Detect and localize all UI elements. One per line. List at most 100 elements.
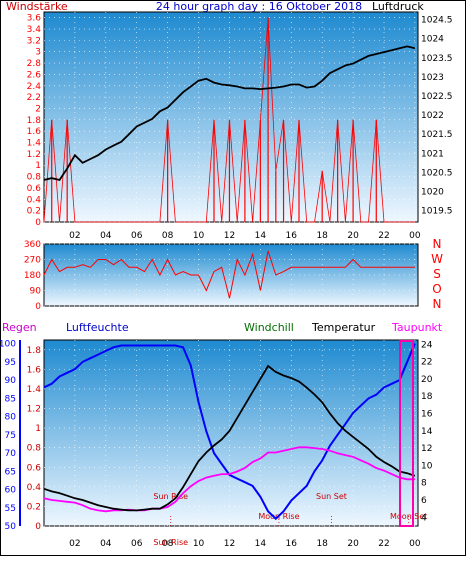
pressure-title: Luftdruck bbox=[372, 0, 424, 13]
temperature-line bbox=[43, 364, 416, 512]
temperature-tick-label: 18 bbox=[421, 392, 433, 402]
sunrise-bottom-label: Sun Rise bbox=[153, 538, 188, 547]
time-tick-label: 16 bbox=[286, 539, 298, 549]
wind-direction-plot-area bbox=[43, 243, 419, 307]
time-tick-label: 02 bbox=[69, 231, 80, 241]
compass-label: W bbox=[431, 252, 443, 266]
time-tick-label: 08 bbox=[162, 231, 174, 241]
humidity-tick-label: 100 bbox=[0, 340, 16, 350]
legend-rain: Regen bbox=[2, 321, 37, 334]
time-tick-label: 00 bbox=[409, 539, 421, 549]
time-tick-label: 00 bbox=[409, 231, 421, 241]
rain-tick-label: 1 bbox=[35, 424, 41, 434]
time-tick-label: 02 bbox=[69, 539, 80, 549]
time-tick-label: 10 bbox=[193, 231, 205, 241]
direction-tick-label: 90 bbox=[30, 287, 42, 297]
pressure-tick-label: 1021 bbox=[421, 149, 444, 159]
wind-tick-label: 0 bbox=[35, 218, 41, 228]
rain-tick-label: 1.4 bbox=[27, 385, 42, 395]
direction-tick-label: 360 bbox=[24, 240, 41, 250]
temp-humidity-grid bbox=[44, 340, 418, 527]
wind-tick-label: 0.4 bbox=[27, 195, 42, 205]
wind-tick-label: 1.4 bbox=[27, 139, 42, 149]
legend-windchill: Windchill bbox=[244, 321, 294, 334]
temperature-tick-label: 6 bbox=[421, 496, 427, 506]
compass-label: S bbox=[433, 267, 441, 281]
humidity-tick-label: 60 bbox=[5, 486, 17, 496]
rain-tick-label: 0.4 bbox=[27, 483, 42, 493]
time-tick-label: 20 bbox=[347, 231, 359, 241]
compass-label: O bbox=[432, 282, 441, 296]
pressure-tick-label: 1022.5 bbox=[421, 92, 453, 102]
wind-tick-label: 0.8 bbox=[27, 173, 42, 183]
direction-tick-label: 0 bbox=[35, 302, 41, 312]
pressure-tick-label: 1020 bbox=[421, 187, 444, 197]
compass-label: N bbox=[433, 237, 442, 251]
temperature-tick-label: 14 bbox=[421, 427, 433, 437]
graph-date-title: 24 hour graph day : 16 Oktober 2018 bbox=[156, 0, 362, 13]
humidity-tick-label: 65 bbox=[5, 467, 16, 477]
humidity-tick-label: 85 bbox=[5, 394, 16, 404]
temperature-tick-label: 12 bbox=[421, 444, 432, 454]
time-tick-label: 08 bbox=[162, 539, 174, 549]
rain-tick-label: 0 bbox=[35, 522, 41, 532]
current-time-highlight bbox=[399, 340, 414, 527]
pressure-tick-label: 1019.5 bbox=[421, 207, 453, 217]
wind-tick-label: 1.6 bbox=[27, 127, 42, 137]
rain-tick-label: 1.2 bbox=[27, 405, 41, 415]
wind-tick-label: 1 bbox=[35, 161, 41, 171]
time-tick-label: 18 bbox=[316, 539, 328, 549]
legend-dewpoint: Taupunkt bbox=[391, 321, 443, 334]
direction-tick-label: 270 bbox=[24, 256, 41, 266]
wind-speed-title: Windstärke bbox=[6, 0, 68, 13]
pressure-tick-label: 1024 bbox=[421, 35, 444, 45]
astro-marker-label: Sun Set bbox=[316, 492, 347, 501]
temperature-tick-label: 22 bbox=[421, 358, 432, 368]
time-tick-label: 12 bbox=[224, 231, 235, 241]
wind-direction-series bbox=[43, 250, 415, 299]
wind-tick-label: 0.6 bbox=[27, 184, 42, 194]
time-tick-label: 22 bbox=[378, 539, 389, 549]
wind-pressure-axes: 00.20.40.60.811.21.41.61.822.22.42.62.83… bbox=[27, 14, 453, 241]
pressure-tick-label: 1022 bbox=[421, 111, 444, 121]
humidity-tick-label: 55 bbox=[5, 504, 16, 514]
wind-speed-line bbox=[43, 17, 415, 223]
time-tick-label: 04 bbox=[100, 231, 112, 241]
time-tick-label: 10 bbox=[193, 539, 205, 549]
pressure-tick-label: 1023.5 bbox=[421, 54, 453, 64]
pressure-tick-label: 1021.5 bbox=[421, 130, 453, 140]
wind-tick-label: 3.4 bbox=[27, 25, 42, 35]
time-tick-label: 06 bbox=[131, 231, 143, 241]
compass-label: N bbox=[433, 297, 442, 311]
humidity-tick-label: 50 bbox=[5, 522, 17, 532]
time-tick-label: 12 bbox=[224, 539, 235, 549]
rain-tick-label: 1.8 bbox=[27, 346, 42, 356]
time-tick-label: 14 bbox=[255, 231, 267, 241]
wind-tick-label: 3 bbox=[35, 48, 41, 58]
rain-tick-label: 0.8 bbox=[27, 444, 42, 454]
time-tick-label: 14 bbox=[255, 539, 267, 549]
humidity-tick-label: 75 bbox=[5, 431, 16, 441]
wind-tick-label: 1.2 bbox=[27, 150, 41, 160]
pressure-tick-label: 1020.5 bbox=[421, 168, 453, 178]
temp-humidity-series bbox=[43, 343, 416, 521]
temperature-tick-label: 16 bbox=[421, 410, 433, 420]
wind-pressure-plot-area bbox=[43, 11, 419, 223]
time-tick-label: 04 bbox=[100, 539, 112, 549]
time-tick-label: 06 bbox=[131, 539, 143, 549]
temp-humidity-axes: 5055606570758085909510000.20.40.60.811.2… bbox=[0, 340, 433, 549]
pressure-tick-label: 1023 bbox=[421, 73, 444, 83]
rain-tick-label: 0.2 bbox=[27, 502, 41, 512]
wind-tick-label: 2.2 bbox=[27, 93, 41, 103]
pressure-tick-label: 1024.5 bbox=[421, 16, 453, 26]
humidity-tick-label: 95 bbox=[5, 358, 16, 368]
humidity-tick-label: 90 bbox=[5, 376, 17, 386]
wind-tick-label: 2.4 bbox=[27, 82, 42, 92]
temperature-tick-label: 24 bbox=[421, 340, 433, 350]
temperature-tick-label: 8 bbox=[421, 479, 427, 489]
temperature-tick-label: 20 bbox=[421, 375, 433, 385]
time-tick-label: 18 bbox=[316, 231, 328, 241]
rain-tick-label: 0.6 bbox=[27, 463, 42, 473]
